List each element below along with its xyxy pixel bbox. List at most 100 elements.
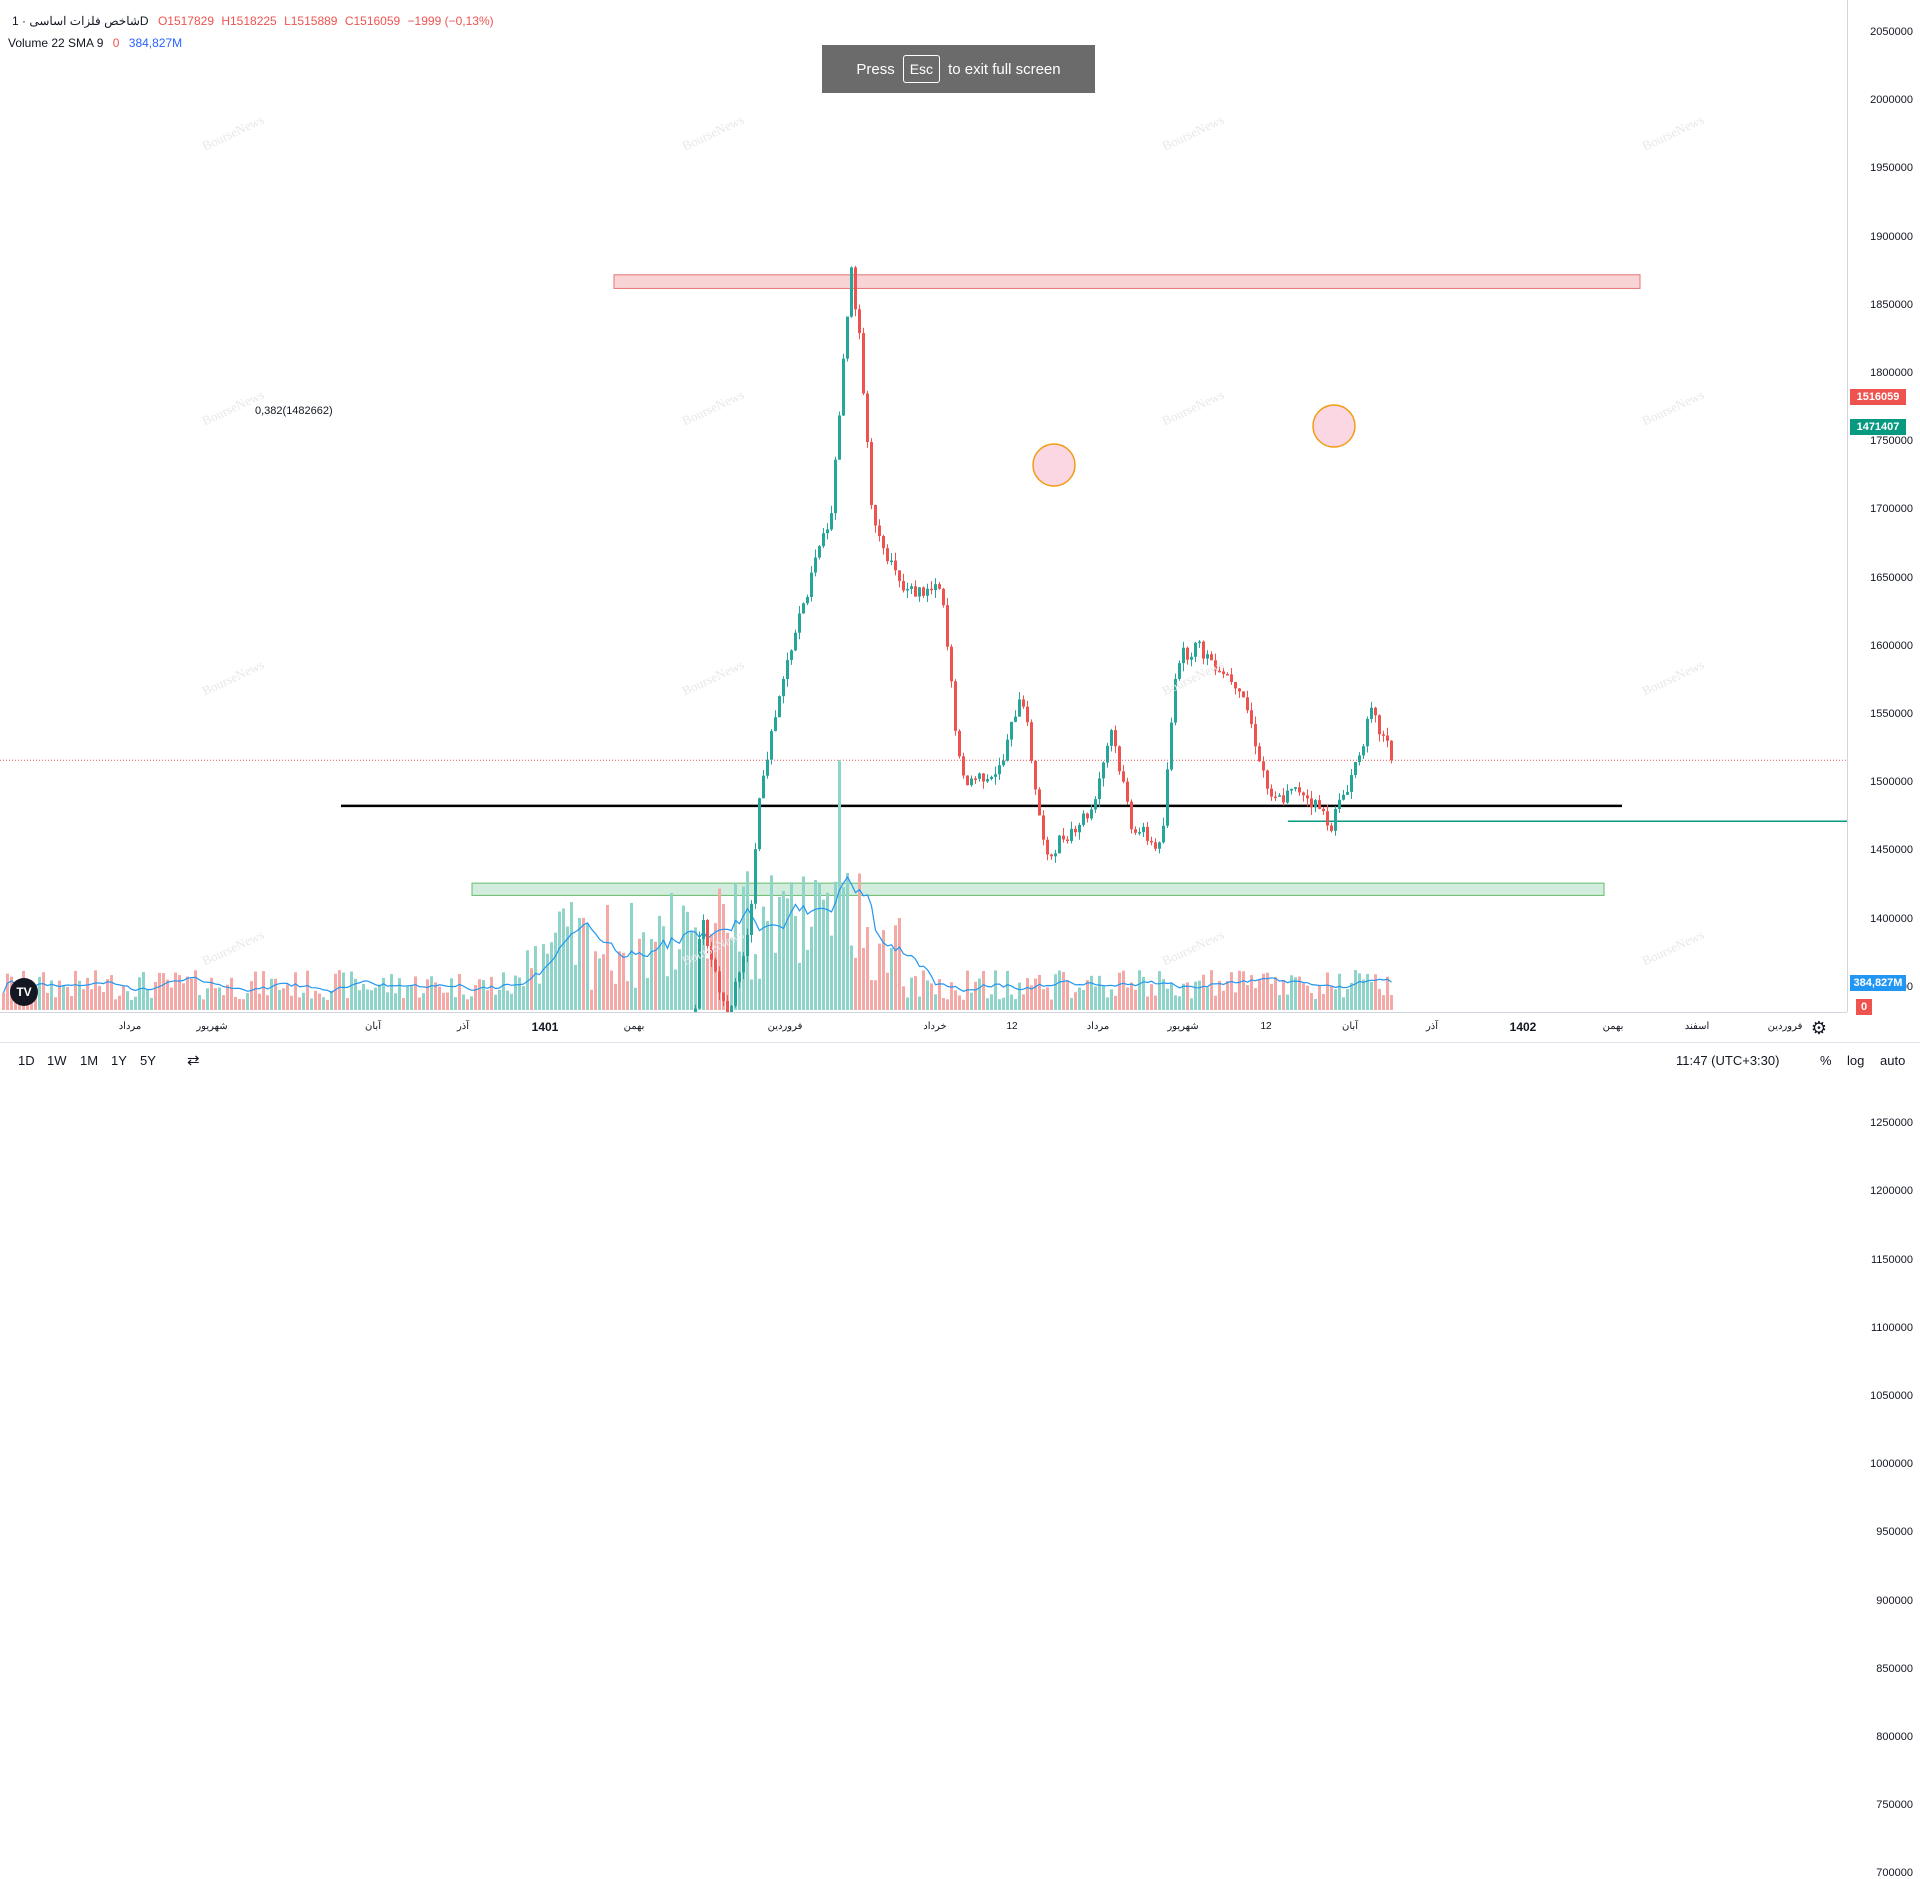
- volume-bar: [66, 986, 69, 1010]
- volume-bar: [222, 995, 225, 1010]
- volume-bar: [502, 972, 505, 1010]
- candle-body: [890, 560, 893, 563]
- candle-body: [850, 267, 853, 317]
- clock[interactable]: 11:47 (UTC+3:30): [1676, 1053, 1780, 1068]
- volume-bar: [1246, 985, 1249, 1010]
- volume-bar: [238, 999, 241, 1010]
- time-label: 1401: [531, 1020, 559, 1034]
- candle-body: [962, 756, 965, 776]
- candle-body: [1210, 654, 1213, 661]
- candle-body: [714, 959, 717, 972]
- candle-body: [1038, 789, 1041, 816]
- candle-body: [978, 773, 981, 779]
- volume-indicator-label[interactable]: Volume 22 SMA 9: [8, 36, 104, 50]
- candle-body: [1330, 825, 1333, 831]
- candle-body: [914, 586, 917, 597]
- volume-bar: [742, 886, 745, 1010]
- percent-toggle[interactable]: %: [1820, 1053, 1832, 1068]
- candle-body: [1178, 663, 1181, 679]
- price-tick: 900000: [1876, 1594, 1913, 1607]
- volume-bar: [126, 991, 129, 1010]
- volume-bar: [1118, 972, 1121, 1010]
- volume-bar: [1102, 985, 1105, 1010]
- candle-body: [954, 681, 957, 731]
- volume-bar: [630, 902, 633, 1010]
- range-1m-button[interactable]: 1M: [80, 1053, 99, 1068]
- candle-body: [1338, 799, 1341, 809]
- candle-body: [906, 588, 909, 591]
- candle-body: [1262, 761, 1265, 771]
- volume-bar: [490, 976, 493, 1010]
- candle-body: [1078, 824, 1081, 833]
- tradingview-logo[interactable]: TV: [10, 978, 38, 1006]
- time-label: آبان: [365, 1021, 381, 1032]
- volume-bar: [694, 927, 697, 1010]
- volume-bar: [1210, 970, 1213, 1010]
- volume-bar: [1286, 994, 1289, 1010]
- interval: 1D: [12, 14, 149, 28]
- volume-sma-line: [2, 875, 1392, 994]
- volume-bar: [978, 978, 981, 1010]
- log-toggle[interactable]: log: [1847, 1053, 1865, 1068]
- candle-body: [894, 560, 897, 571]
- volume-bar: [226, 984, 229, 1010]
- volume-bar: [1322, 993, 1325, 1010]
- volume-bar: [1334, 989, 1337, 1010]
- volume-bar: [874, 980, 877, 1010]
- price-tick: 1500000: [1870, 776, 1913, 789]
- time-label: آذر: [456, 1021, 470, 1032]
- chart-pane[interactable]: BourseNews BourseNews BourseNews BourseN…: [0, 0, 1847, 1012]
- range-1w-button[interactable]: 1W: [47, 1053, 67, 1068]
- volume-bar: [546, 953, 549, 1010]
- time-label: 12: [1006, 1021, 1018, 1032]
- volume-bar: [326, 999, 329, 1010]
- volume-bar: [1018, 982, 1021, 1010]
- volume-bar: [902, 986, 905, 1010]
- candle-body: [1370, 707, 1373, 719]
- volume-bar: [1298, 976, 1301, 1010]
- auto-toggle[interactable]: auto: [1880, 1053, 1906, 1068]
- volume-bar: [1026, 978, 1029, 1010]
- candle-body: [958, 730, 961, 757]
- volume-bar: [1090, 975, 1093, 1010]
- volume-bar: [550, 942, 553, 1010]
- candle-body: [1342, 794, 1345, 800]
- symbol-name[interactable]: شاخص فلزات اساسی ·: [22, 14, 140, 28]
- volume-bar: [922, 970, 925, 1010]
- candle-body: [1146, 826, 1149, 841]
- volume-bar: [1058, 970, 1061, 1010]
- volume-bar: [366, 989, 369, 1010]
- volume-bar: [58, 980, 61, 1010]
- volume-bar: [578, 918, 581, 1010]
- volume-bar: [482, 980, 485, 1010]
- volume-bar: [1382, 995, 1385, 1010]
- candle-body: [1334, 808, 1337, 831]
- volume-bar: [1122, 970, 1125, 1010]
- volume-bar: [1126, 987, 1129, 1010]
- candle-body: [1086, 813, 1089, 819]
- volume-bar: [254, 971, 257, 1010]
- time-axis[interactable]: مرداد شهریور آبان آذر 1401 بهمن فروردین خرداد 12…: [0, 1012, 1847, 1043]
- candle-body: [1374, 707, 1377, 716]
- range-5y-button[interactable]: 5Y: [140, 1053, 156, 1068]
- price-chart[interactable]: [0, 0, 1847, 1012]
- volume-bar: [414, 976, 417, 1010]
- volume-bar: [194, 970, 197, 1010]
- volume-bar: [378, 984, 381, 1010]
- volume-bar: [406, 986, 409, 1010]
- candle-body: [830, 513, 833, 530]
- price-axis[interactable]: 2050000 2000000 1950000 1900000 1850000 18000…: [1847, 0, 1920, 1879]
- volume-bar: [134, 996, 137, 1010]
- date-range-icon[interactable]: ⇄: [187, 1052, 200, 1069]
- gear-icon[interactable]: ⚙: [1810, 1018, 1827, 1038]
- fullscreen-banner: Press Esc to exit full screen: [822, 45, 1095, 93]
- candle-body: [1354, 762, 1357, 775]
- volume-bar: [1054, 974, 1057, 1010]
- highlight-circle: [1032, 443, 1076, 487]
- volume-bar: [910, 977, 913, 1010]
- range-1d-button[interactable]: 1D: [18, 1053, 35, 1068]
- candle-body: [1062, 835, 1065, 840]
- range-1y-button[interactable]: 1Y: [111, 1053, 127, 1068]
- candle-body: [806, 596, 809, 604]
- volume-bar: [82, 989, 85, 1010]
